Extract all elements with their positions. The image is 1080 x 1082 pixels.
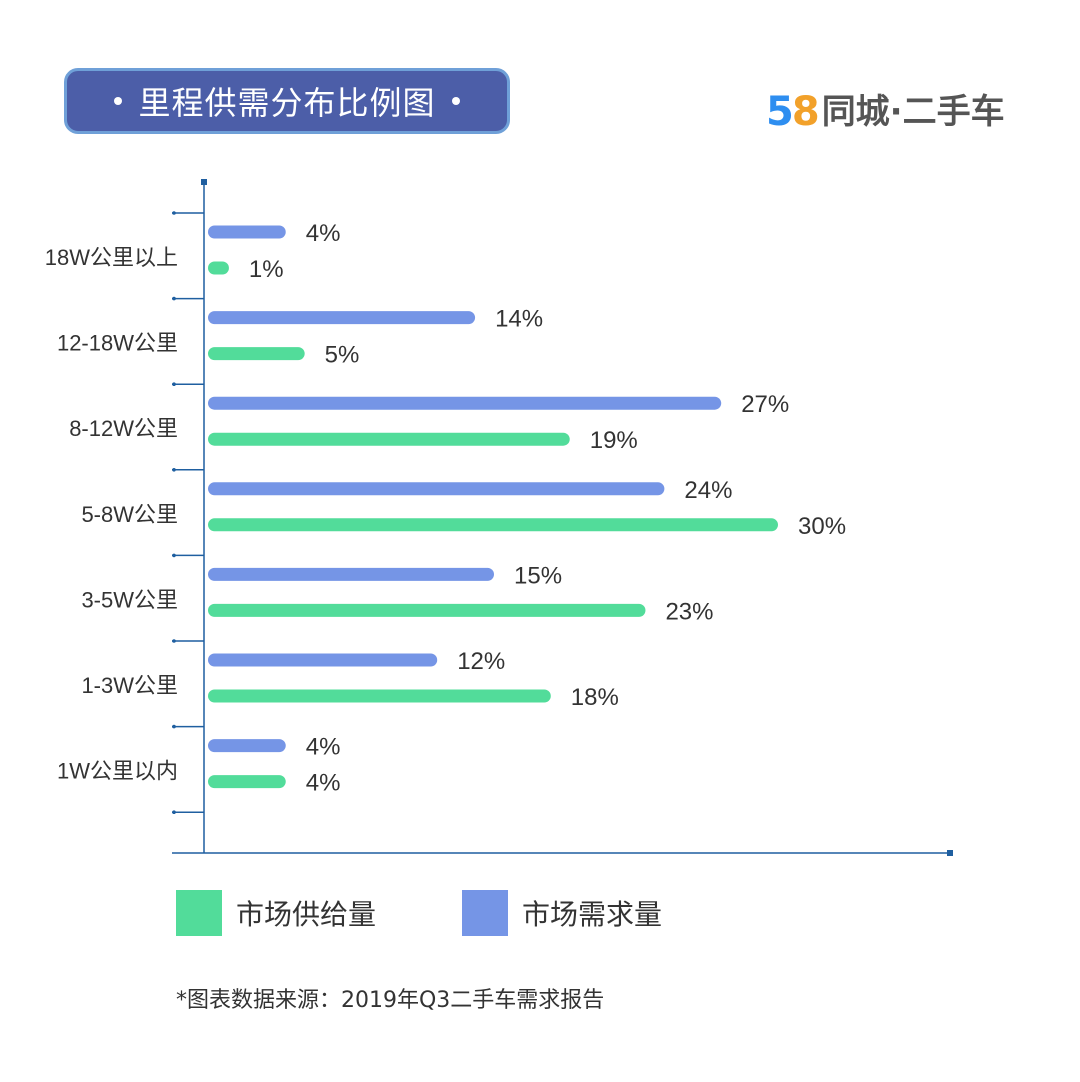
bar-supply [208, 603, 646, 617]
data-label-supply: 5% [325, 342, 360, 369]
data-source-note: *图表数据来源：2019年Q3二手车需求报告 [176, 988, 605, 1013]
bar-supply [208, 775, 286, 789]
y-tick-marker [172, 724, 176, 729]
y-tick-marker [172, 382, 176, 386]
data-label-supply: 1% [249, 256, 284, 283]
bullet-dot-left [114, 97, 123, 105]
bar-supply [208, 347, 305, 361]
category-label: 5-8W公里 [81, 502, 178, 527]
data-label-demand: 4% [306, 220, 341, 247]
category-label: 3-5W公里 [81, 587, 178, 612]
data-label-demand: 27% [741, 391, 789, 418]
x-axis-end-marker [947, 850, 953, 856]
bar-demand [208, 311, 476, 325]
mileage-bar-chart: 18W公里以上 4% 1% 12-18W公里 14% 5% 8-12W公里 27% 19% 5-8… [45, 179, 953, 856]
logo-digit: 8 [791, 89, 820, 135]
bar-demand [208, 653, 438, 667]
logo-number: 58 [766, 89, 820, 135]
bar-demand [208, 396, 722, 410]
y-tick-marker [172, 296, 176, 301]
data-label-demand: 14% [495, 306, 543, 333]
bullet-dot-right [451, 97, 460, 105]
legend-supply: 市场供给量 [176, 890, 376, 936]
bar-supply [208, 689, 551, 703]
bar-supply [208, 261, 229, 275]
category-label: 1-3W公里 [81, 673, 178, 698]
logo-digit: 5 [766, 89, 794, 135]
chart-title-banner: 里程供需分布比例图 [64, 68, 510, 134]
category-label: 1W公里以内 [57, 759, 178, 784]
brand-logo: 58 同城·二手车 [766, 90, 1005, 134]
data-label-supply: 4% [306, 770, 341, 797]
data-label-demand: 12% [457, 648, 505, 675]
data-label-demand: 4% [306, 734, 341, 761]
y-tick-marker [172, 553, 176, 558]
legend-demand-swatch [462, 890, 508, 936]
legend-supply-label: 市场供给量 [236, 898, 377, 931]
data-label-demand: 15% [514, 562, 562, 589]
bar-demand [208, 482, 665, 496]
logo-text: 同城·二手车 [821, 92, 1005, 132]
data-label-demand: 24% [684, 477, 732, 504]
y-tick-marker [172, 211, 176, 215]
bar-demand [208, 739, 286, 753]
y-axis-end-marker [201, 179, 207, 185]
bar-demand [208, 225, 286, 239]
bar-demand [208, 567, 494, 581]
bar-supply [208, 432, 570, 446]
category-label: 8-12W公里 [69, 416, 178, 441]
legend-demand-label: 市场需求量 [522, 898, 663, 931]
legend-supply-swatch [176, 890, 222, 936]
category-label: 18W公里以上 [45, 245, 178, 270]
chart-title: 里程供需分布比例图 [138, 84, 436, 122]
data-label-supply: 23% [665, 598, 713, 625]
category-label: 12-18W公里 [57, 331, 178, 356]
data-label-supply: 18% [571, 684, 619, 711]
data-label-supply: 19% [590, 427, 638, 454]
y-tick-marker [172, 468, 176, 472]
y-tick-marker [172, 639, 176, 643]
y-tick-marker [172, 810, 176, 814]
data-label-supply: 30% [798, 513, 846, 540]
bar-supply [208, 518, 778, 532]
legend-demand: 市场需求量 [462, 890, 662, 936]
